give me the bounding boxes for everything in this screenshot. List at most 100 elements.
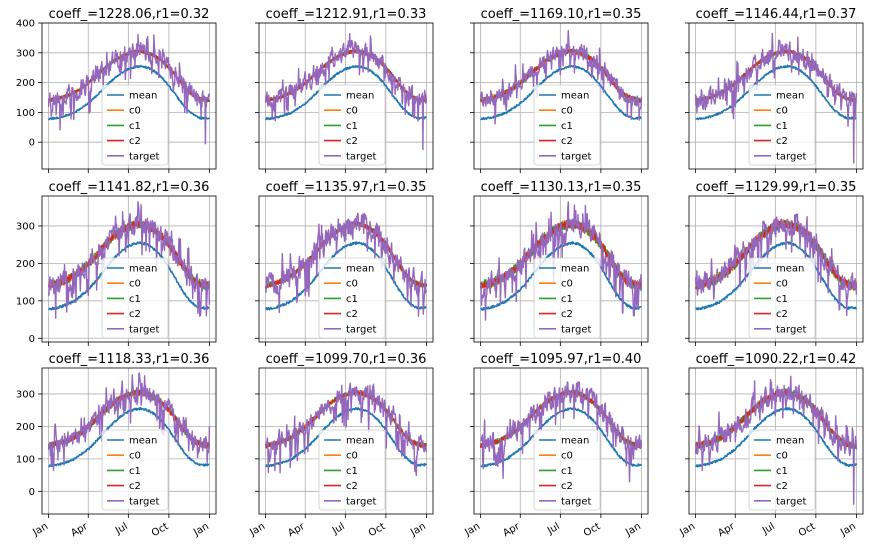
legend-label: c2 xyxy=(346,481,358,492)
legend-label: c1 xyxy=(129,294,141,305)
legend-label: c2 xyxy=(129,136,141,147)
legend-label: target xyxy=(346,496,376,507)
x-tick-label: Jan xyxy=(677,521,697,539)
subplot-title: coeff_=1135.97,r1=0.35 xyxy=(266,180,427,195)
subplot-title: coeff_=1169.10,r1=0.35 xyxy=(481,7,642,22)
series-line-target xyxy=(694,213,858,316)
legend-label: mean xyxy=(561,264,589,275)
x-tick-label: Apr xyxy=(69,521,90,540)
axes-frame xyxy=(473,367,649,515)
legend-label: mean xyxy=(776,264,804,275)
legend-label: target xyxy=(561,496,591,507)
legend-box xyxy=(748,257,816,339)
subplot-title: coeff_=1130.13,r1=0.35 xyxy=(481,180,642,195)
x-tick-label: Jan xyxy=(623,521,643,539)
legend-label: c1 xyxy=(561,121,573,132)
subplot-title: coeff_=1141.82,r1=0.36 xyxy=(49,180,210,195)
legend-label: mean xyxy=(129,436,157,447)
legend-box xyxy=(533,429,601,511)
series-group xyxy=(47,372,211,472)
series-line-target xyxy=(264,212,428,317)
legend-label: c1 xyxy=(776,294,788,305)
legend-label: c2 xyxy=(129,309,141,320)
axes-frame xyxy=(41,195,217,343)
legend-label: c0 xyxy=(346,451,358,462)
legend-label: c0 xyxy=(776,106,788,117)
subplot-title: coeff_=1228.06,r1=0.32 xyxy=(49,7,210,22)
y-tick-label: 100 xyxy=(16,454,35,465)
subplot-title: coeff_=1090.22,r1=0.42 xyxy=(696,352,857,367)
legend-label: c1 xyxy=(776,121,788,132)
legend-label: target xyxy=(346,324,376,335)
legend-label: c0 xyxy=(776,279,788,290)
legend-label: mean xyxy=(776,91,804,102)
y-tick-label: 300 xyxy=(16,389,35,400)
legend-label: c2 xyxy=(129,481,141,492)
axes-frame xyxy=(258,22,434,170)
y-tick-label: 100 xyxy=(16,296,35,307)
x-tick-label: Jan xyxy=(408,521,428,539)
x-tick-label: Oct xyxy=(367,521,388,539)
series-line-mean xyxy=(48,406,210,468)
legend-label: target xyxy=(129,496,159,507)
x-tick-label: Jul xyxy=(113,521,130,537)
series-group xyxy=(694,375,858,505)
series-line-mean xyxy=(695,241,858,311)
x-tick-label: Jul xyxy=(760,521,777,537)
series-group xyxy=(47,33,211,145)
series-group xyxy=(479,381,643,483)
subplot: coeff_=1090.22,r1=0.42 Jan Apr Jul Oct Jan mea… xyxy=(677,352,864,539)
legend-label: c2 xyxy=(561,481,573,492)
subplot: coeff_=1099.70,r1=0.36 Jan Apr Jul Oct Jan mea… xyxy=(247,352,434,539)
legend-label: c2 xyxy=(561,136,573,147)
legend-label: target xyxy=(776,324,806,335)
series-group xyxy=(264,212,428,317)
x-tick-label: Jan xyxy=(30,521,50,539)
legend-box xyxy=(101,429,169,511)
legend-label: c1 xyxy=(346,294,358,305)
legend-label: c1 xyxy=(561,466,573,477)
axes-frame xyxy=(473,195,649,343)
legend-label: c2 xyxy=(776,136,788,147)
y-tick-label: 100 xyxy=(16,108,35,119)
y-tick-label: 0 xyxy=(29,334,35,345)
series-line-target xyxy=(480,381,643,483)
series-line-mean xyxy=(47,64,211,121)
series-line-target xyxy=(47,33,211,145)
subplot-title: coeff_=1212.91,r1=0.33 xyxy=(266,7,427,22)
legend-label: c1 xyxy=(561,294,573,305)
x-tick-label: Oct xyxy=(797,521,818,539)
axes-frame xyxy=(41,367,217,515)
legend-label: target xyxy=(561,324,591,335)
legend-box xyxy=(748,429,816,511)
subplot-title: coeff_=1118.33,r1=0.36 xyxy=(49,352,210,367)
y-tick-label: 300 xyxy=(16,221,35,232)
legend-label: c2 xyxy=(776,309,788,320)
legend-label: target xyxy=(346,151,376,162)
legend-label: c2 xyxy=(346,309,358,320)
subplot: coeff_=1095.97,r1=0.40 Jan Apr Jul Oct Jan mea… xyxy=(462,352,649,539)
legend-label: mean xyxy=(776,436,804,447)
legend-box xyxy=(533,257,601,339)
series-line-target xyxy=(694,32,858,164)
series-line-target xyxy=(264,382,428,477)
legend-label: mean xyxy=(561,436,589,447)
x-tick-label: Jan xyxy=(838,521,858,539)
x-tick-label: Jan xyxy=(462,521,482,539)
series-group xyxy=(479,30,643,125)
legend-label: target xyxy=(129,151,159,162)
legend-label: c1 xyxy=(346,121,358,132)
x-tick-label: Jan xyxy=(191,521,211,539)
subplot: coeff_=1228.06,r1=0.32 0 100 200 300 400 mean c… xyxy=(16,7,217,173)
x-tick-label: Jul xyxy=(545,521,562,537)
subplot: coeff_=1118.33,r1=0.36 0 100 200 300 Jan Apr Ju… xyxy=(16,352,217,540)
legend-label: c1 xyxy=(346,466,358,477)
legend-label: c2 xyxy=(346,136,358,147)
y-tick-label: 0 xyxy=(29,487,35,498)
legend-label: mean xyxy=(346,264,374,275)
